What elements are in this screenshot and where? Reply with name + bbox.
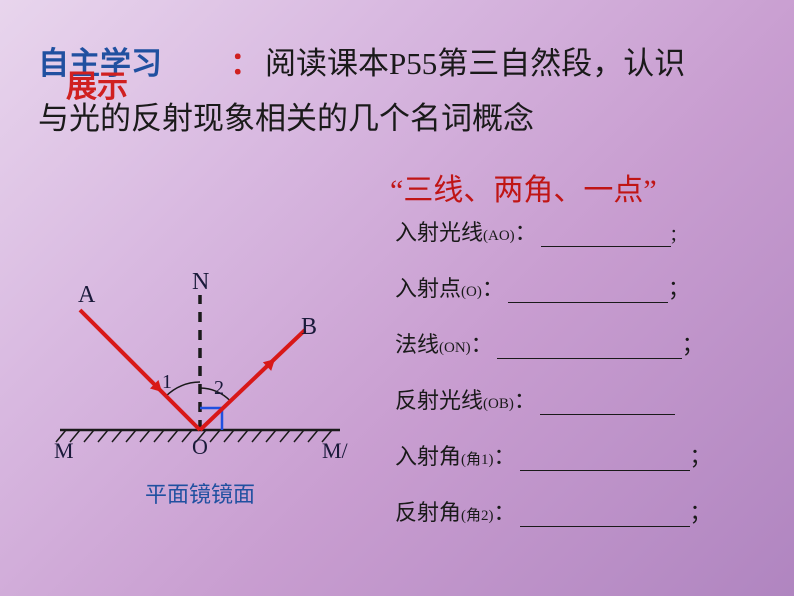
- item-blank: [520, 507, 690, 527]
- svg-text:O: O: [192, 434, 208, 459]
- item-blank: [508, 283, 668, 303]
- item-blank: [541, 227, 671, 247]
- item-suffix: ；: [690, 444, 712, 469]
- item-label-main: 入射光线: [395, 220, 483, 245]
- title-colon: ：: [230, 46, 261, 81]
- svg-text:M: M: [54, 438, 74, 463]
- title-line2: 与光的反射现象相关的几个名词概念: [38, 93, 756, 138]
- title-block: 自主学习 展示 ： 阅读课本P55第三自然段，认识 与光的反射现象相关的几个名词…: [38, 38, 756, 138]
- reflection-diagram: A B N M M/O 1 2 平面镜镜面: [40, 250, 360, 510]
- svg-text:M/: M/: [322, 438, 349, 463]
- item-label-sub: (OB): [483, 396, 514, 412]
- item-label-main: 入射点: [395, 276, 461, 301]
- definition-item: 反射角(角2)： ；: [395, 495, 764, 527]
- svg-text:2: 2: [214, 377, 224, 399]
- item-colon: ：: [494, 500, 516, 525]
- definition-item: 入射点(O)： ；: [395, 271, 764, 303]
- svg-text:B: B: [301, 314, 317, 340]
- item-label-sub: (O): [461, 284, 482, 300]
- svg-text:A: A: [78, 282, 96, 308]
- item-label-sub: (角1): [461, 452, 494, 468]
- item-suffix: ；: [682, 332, 704, 357]
- item-label-sub: (ON): [439, 340, 471, 356]
- item-colon: ：: [494, 444, 516, 469]
- item-colon: ：: [471, 332, 493, 357]
- definition-item: 入射角(角1)： ；: [395, 439, 764, 471]
- title-red-text: 展示: [66, 61, 128, 106]
- item-blank: [540, 395, 675, 415]
- svg-text:1: 1: [162, 371, 172, 393]
- item-label-sub: (AO): [483, 228, 515, 244]
- item-colon: ：: [515, 220, 537, 245]
- svg-text:N: N: [192, 269, 209, 295]
- item-label-sub: (角2): [461, 508, 494, 524]
- item-suffix: ；: [668, 276, 690, 301]
- item-label-main: 入射角: [395, 444, 461, 469]
- item-label-main: 反射光线: [395, 388, 483, 413]
- item-colon: ：: [482, 276, 504, 301]
- item-blank: [520, 451, 690, 471]
- diagram-svg: A B N M M/O 1 2: [40, 250, 360, 480]
- definition-item: 反射光线(OB)：: [395, 383, 764, 415]
- definition-item: 法线(ON)： ；: [395, 327, 764, 359]
- item-suffix: ;: [671, 220, 677, 245]
- title-line1-rest: 阅读课本P55第三自然段，认识: [265, 46, 685, 81]
- item-label-main: 反射角: [395, 500, 461, 525]
- definition-list: 入射光线(AO)：;入射点(O)：；法线(ON)：；反射光线(OB)：入射角(角…: [395, 215, 764, 551]
- item-suffix: ；: [690, 500, 712, 525]
- subtitle: “三线、两角、一点”: [390, 165, 657, 209]
- definition-item: 入射光线(AO)：;: [395, 215, 764, 247]
- item-blank: [497, 339, 682, 359]
- mirror-label: 平面镜镜面: [40, 477, 360, 509]
- item-label-main: 法线: [395, 332, 439, 357]
- item-colon: ：: [514, 388, 536, 413]
